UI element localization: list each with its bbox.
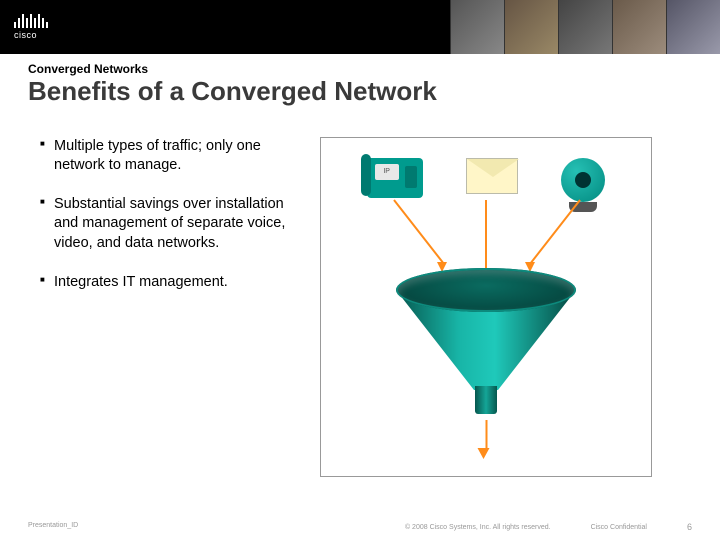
footer-confidential: Cisco Confidential xyxy=(591,524,647,531)
camera-icon xyxy=(561,158,605,202)
cisco-logo: cisco xyxy=(14,14,48,40)
top-bar: cisco xyxy=(0,0,720,54)
logo-text: cisco xyxy=(14,30,48,40)
bullet-item: Multiple types of traffic; only one netw… xyxy=(40,137,308,175)
ip-phone-icon: IP xyxy=(367,158,423,198)
bullet-list: Multiple types of traffic; only one netw… xyxy=(40,137,308,477)
traffic-icons: IP xyxy=(321,158,651,202)
output-arrow xyxy=(483,420,490,459)
bullet-item: Integrates IT management. xyxy=(40,273,308,292)
footer-left: Presentation_ID xyxy=(28,522,78,532)
page-number: 6 xyxy=(687,522,692,532)
funnel-icon xyxy=(396,268,576,418)
slide-header: Converged Networks Benefits of a Converg… xyxy=(0,54,720,109)
bullet-item: Substantial savings over installation an… xyxy=(40,195,308,252)
photo-strip xyxy=(450,0,720,54)
slide-title: Benefits of a Converged Network xyxy=(28,76,692,107)
slide-footer: Presentation_ID © 2008 Cisco Systems, In… xyxy=(0,522,720,532)
ip-label: IP xyxy=(375,164,399,180)
envelope-icon xyxy=(466,158,518,194)
content-area: Multiple types of traffic; only one netw… xyxy=(0,109,720,477)
funnel-diagram: IP xyxy=(320,137,652,477)
pretitle: Converged Networks xyxy=(28,62,692,76)
footer-center: © 2008 Cisco Systems, Inc. All rights re… xyxy=(405,524,551,531)
